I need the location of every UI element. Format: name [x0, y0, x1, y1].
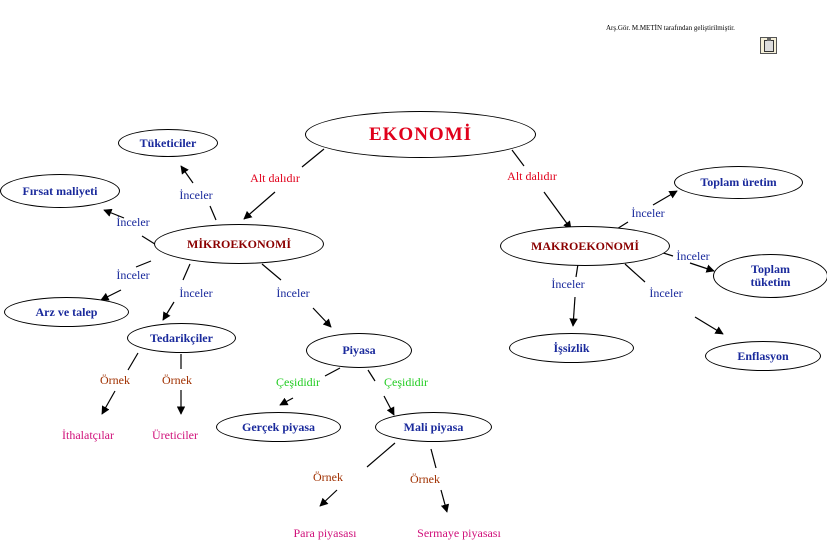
label-cesididir-mali: Çeşididir: [384, 375, 428, 389]
label-cesididir-gercek: Çeşididir: [276, 375, 320, 389]
connector-makro-uretim-b: [652, 190, 678, 206]
label-ornek-para: Örnek: [313, 470, 343, 484]
connector-mikro-arz-b: [100, 289, 122, 301]
connector-makro-tuketim-b: [689, 262, 715, 273]
connector-ekonomi-mikro-b: [243, 191, 276, 220]
connector-ekonomi-mikro-a: [301, 148, 325, 168]
node-mali-piyasa: Mali piyasa: [375, 412, 492, 442]
label-ornek-ureticiler: Örnek: [162, 373, 192, 387]
label-inceler-tuketiciler: İnceler: [179, 188, 213, 202]
connector-mikro-tuketiciler-b: [180, 165, 194, 184]
connector-piyasa-gercek-b: [279, 397, 294, 406]
label-inceler-enflasyon: İnceler: [649, 286, 683, 300]
node-issizlik: İşsizlik: [509, 333, 634, 363]
label-alt-dalidir-makro: Alt dalıdır: [507, 169, 557, 183]
leaf-ureticiler: Üreticiler: [152, 428, 198, 442]
connector-mikro-piyasa-a: [261, 263, 282, 281]
label-inceler-firsat: İnceler: [116, 215, 150, 229]
connector-makro-enflasyon-a: [624, 263, 646, 283]
connector-mali-para-b: [319, 489, 338, 507]
node-enflasyon: Enflasyon: [705, 341, 821, 371]
leaf-ithalatcilar: İthalatçılar: [62, 428, 114, 442]
node-mikroekonomi: MİKROEKONOMİ: [154, 224, 324, 264]
label-inceler-issizlik: İnceler: [551, 277, 585, 291]
connector-mikro-arz-a: [135, 260, 152, 268]
connector-tedarikciler-ithalatcilar-a: [127, 352, 139, 371]
connector-makro-enflasyon-b: [694, 316, 724, 335]
label-inceler-arz: İnceler: [116, 268, 150, 282]
label-inceler-uretim: İnceler: [631, 206, 665, 220]
node-toplam-tuketim: Toplam tüketim: [713, 254, 827, 298]
connector-ekonomi-makro-b: [543, 191, 572, 230]
author-credit: Arş.Gör. M.METİN tarafından geliştirilmi…: [606, 24, 735, 32]
connector-piyasa-mali-b: [383, 395, 395, 416]
leaf-sermaye-piyasasi: Sermaye piyasası: [417, 526, 501, 540]
connector-ekonomi-makro-a: [511, 149, 525, 167]
node-tuketiciler: Tüketiciler: [118, 129, 218, 157]
clipboard-icon[interactable]: [760, 37, 777, 54]
label-inceler-tuketim: İnceler: [676, 249, 710, 263]
label-ornek-ithalatcilar: Örnek: [100, 373, 130, 387]
connector-mali-sermaye-b: [440, 489, 450, 513]
connector-mikro-tuketiciler-a: [209, 205, 217, 221]
connector-piyasa-gercek-a: [324, 367, 341, 377]
node-makroekonomi: MAKROEKONOMİ: [500, 226, 670, 266]
connector-piyasa-mali-a: [367, 369, 376, 382]
node-piyasa: Piyasa: [306, 333, 412, 368]
connector-mikro-firsat-b: [103, 208, 125, 219]
connector-mikro-piyasa-b: [312, 307, 332, 328]
node-toplam-uretim: Toplam üretim: [674, 166, 803, 199]
node-firsat-maliyeti: Fırsat maliyeti: [0, 174, 120, 208]
label-alt-dalidir-mikro: Alt dalıdır: [250, 171, 300, 185]
connector-makro-issizlik-b: [569, 296, 578, 327]
node-ekonomi: EKONOMİ: [305, 111, 536, 158]
label-inceler-piyasa: İnceler: [276, 286, 310, 300]
node-gercek-piyasa: Gerçek piyasa: [216, 412, 341, 442]
connector-mikro-tedarikciler-a: [182, 263, 191, 281]
connector-mali-sermaye-a: [430, 448, 437, 469]
label-inceler-tedarikciler: İnceler: [179, 286, 213, 300]
connector-mali-para-a: [366, 442, 396, 468]
leaf-para-piyasasi: Para piyasası: [293, 526, 357, 540]
node-tedarikciler: Tedarikçiler: [127, 323, 236, 353]
label-ornek-sermaye: Örnek: [410, 472, 440, 486]
connector-mikro-tedarikciler-b: [162, 301, 175, 321]
node-arz-ve-talep: Arz ve talep: [4, 297, 129, 327]
connector-makro-issizlik-a: [575, 263, 579, 278]
connector-tedarikciler-ithalatcilar-b: [101, 390, 116, 415]
